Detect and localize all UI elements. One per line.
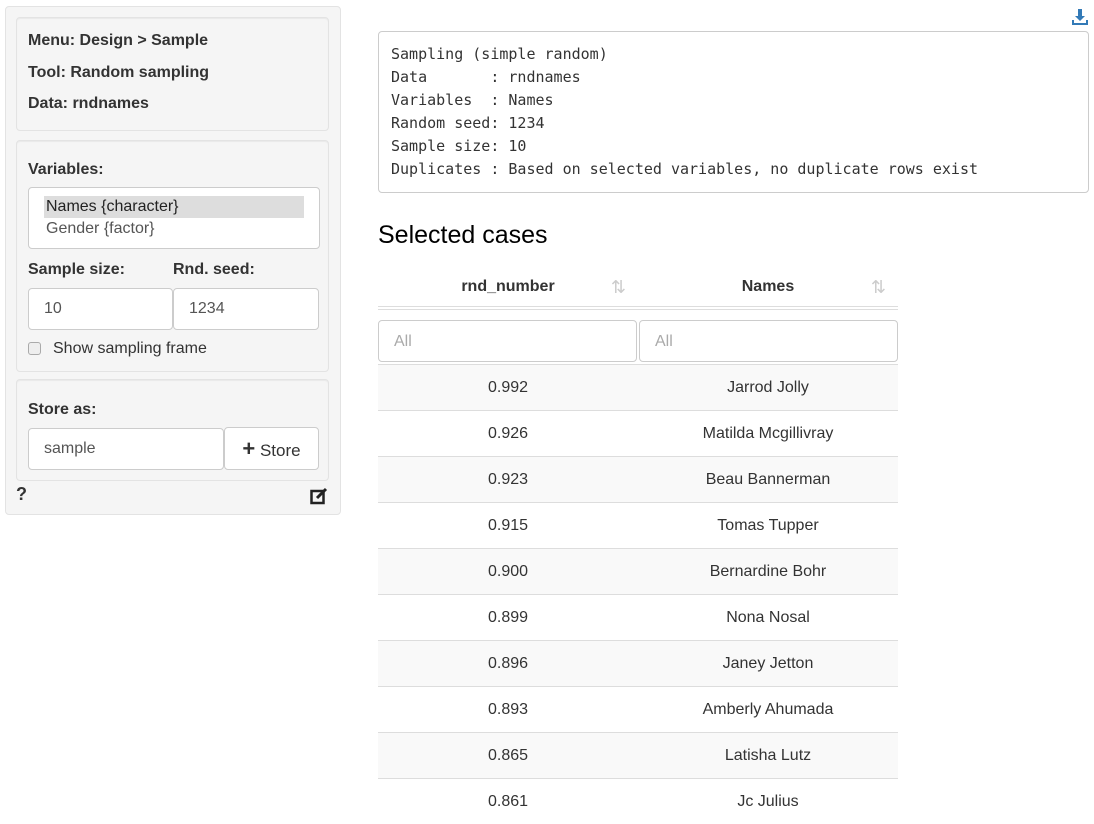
- filter-names-input[interactable]: All: [639, 320, 898, 362]
- table-row: 0.915 Tomas Tupper: [378, 502, 898, 548]
- table-row: 0.861 Jc Julius: [378, 778, 898, 824]
- cell-rnd-number: 0.861: [487, 793, 529, 810]
- seed-input[interactable]: 1234: [173, 288, 319, 330]
- show-frame-label: Show sampling frame: [53, 340, 207, 357]
- seed-label: Rnd. seed:: [173, 261, 255, 278]
- tool-label: Tool: Random sampling: [28, 64, 210, 81]
- cell-rnd-number: 0.900: [487, 563, 529, 580]
- edit-icon[interactable]: [310, 487, 328, 505]
- variable-option[interactable]: Names {character}: [44, 196, 304, 218]
- summary-output: Sampling (simple random) Data : rndnames…: [378, 31, 1089, 193]
- table-row: 0.896 Janey Jetton: [378, 640, 898, 686]
- cell-rnd-number: 0.923: [487, 471, 529, 488]
- table-row: 0.865 Latisha Lutz: [378, 732, 898, 778]
- help-icon[interactable]: ?: [16, 484, 27, 504]
- store-button-label: Store: [259, 441, 301, 460]
- cell-name: Matilda Mcgillivray: [702, 425, 834, 442]
- table-row: 0.899 Nona Nosal: [378, 594, 898, 640]
- table-row: 0.923 Beau Bannerman: [378, 456, 898, 502]
- cases-table: rnd_number ⇅ Names ⇅ All All 0.992 Jarrod J…: [378, 266, 898, 824]
- table-row: 0.893 Amberly Ahumada: [378, 686, 898, 732]
- variables-select[interactable]: Names {character} Gender {factor}: [28, 187, 320, 249]
- sort-icon[interactable]: ⇅: [610, 277, 626, 297]
- cell-rnd-number: 0.992: [487, 379, 529, 396]
- table-row: 0.900 Bernardine Bohr: [378, 548, 898, 594]
- menu-label: Menu: Design > Sample: [28, 32, 209, 49]
- sort-icon[interactable]: ⇅: [870, 277, 886, 297]
- cell-rnd-number: 0.915: [487, 517, 529, 534]
- column-header-names[interactable]: Names ⇅: [638, 266, 898, 306]
- cell-name: Nona Nosal: [726, 609, 810, 626]
- sample-size-label: Sample size:: [28, 261, 125, 278]
- cell-name: Tomas Tupper: [717, 517, 819, 534]
- settings-well: Variables: Names {character} Gender {fac…: [16, 140, 329, 372]
- table-row: 0.926 Matilda Mcgillivray: [378, 410, 898, 456]
- cell-rnd-number: 0.865: [487, 747, 529, 764]
- cell-rnd-number: 0.896: [487, 655, 529, 672]
- plus-icon: +: [242, 436, 256, 461]
- store-label: Store as:: [28, 401, 97, 418]
- cell-name: Jc Julius: [737, 793, 799, 810]
- sample-size-input[interactable]: 10: [28, 288, 173, 330]
- cell-name: Jarrod Jolly: [727, 379, 809, 396]
- cell-name: Amberly Ahumada: [702, 701, 834, 718]
- info-well: Menu: Design > Sample Tool: Random sampl…: [16, 17, 329, 131]
- cell-rnd-number: 0.899: [487, 609, 529, 626]
- show-frame-checkbox[interactable]: [28, 342, 41, 355]
- data-label: Data: rndnames: [28, 95, 149, 112]
- cell-name: Beau Bannerman: [705, 471, 831, 488]
- selected-cases-title: Selected cases: [378, 221, 548, 249]
- variable-option[interactable]: Gender {factor}: [46, 220, 155, 237]
- table-row: 0.992 Jarrod Jolly: [378, 364, 898, 410]
- cell-name: Janey Jetton: [722, 655, 814, 672]
- store-button[interactable]: + Store: [224, 427, 319, 470]
- cell-rnd-number: 0.893: [487, 701, 529, 718]
- store-name-input[interactable]: sample: [28, 428, 224, 470]
- download-icon[interactable]: [1071, 9, 1089, 26]
- cell-name: Latisha Lutz: [724, 747, 812, 764]
- sidebar-panel: Menu: Design > Sample Tool: Random sampl…: [5, 6, 341, 515]
- variables-label: Variables:: [28, 161, 104, 178]
- store-well: Store as: sample + Store: [16, 379, 329, 481]
- cell-name: Bernardine Bohr: [709, 563, 827, 580]
- filter-rnd-number-input[interactable]: All: [378, 320, 637, 362]
- column-header-rnd-number[interactable]: rnd_number ⇅: [378, 266, 638, 306]
- cell-rnd-number: 0.926: [487, 425, 529, 442]
